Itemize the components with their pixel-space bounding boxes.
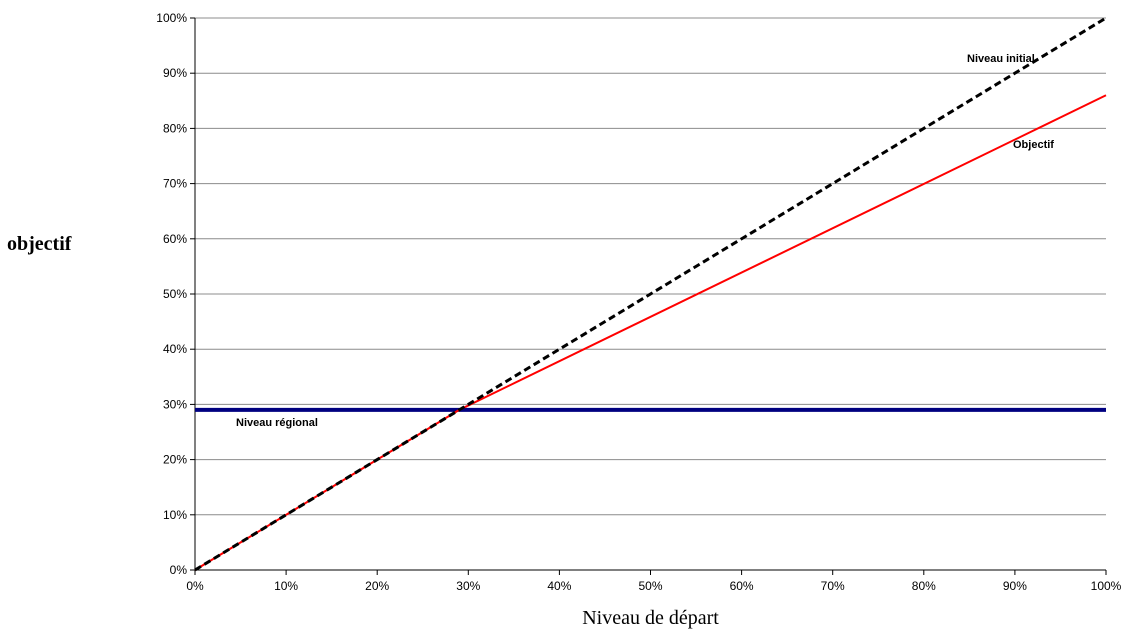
x-tick-label: 20% — [365, 579, 389, 593]
x-tick-label: 100% — [1091, 579, 1122, 593]
y-tick-label: 30% — [163, 397, 187, 411]
x-axis-title: Niveau de départ — [582, 607, 719, 629]
x-tick-label: 10% — [274, 579, 298, 593]
axes — [190, 17, 1107, 575]
y-tick-label: 40% — [163, 342, 187, 356]
y-tick-label: 60% — [163, 232, 187, 246]
series-label: Niveau régional — [236, 417, 318, 429]
y-tick-label: 90% — [163, 66, 187, 80]
x-tick-label: 0% — [186, 579, 204, 593]
y-axis-title: objectif — [7, 233, 72, 255]
series-line-objectif — [194, 94, 1107, 571]
x-tick-label: 70% — [821, 579, 845, 593]
y-tick-label: 20% — [163, 453, 187, 467]
y-tick-label: 100% — [156, 11, 187, 25]
grid-lines — [195, 17, 1106, 516]
x-tick-label: 90% — [1003, 579, 1027, 593]
x-tick-label: 60% — [730, 579, 754, 593]
x-tick-label: 30% — [456, 579, 480, 593]
series-line-niveau-initial — [194, 16, 1107, 572]
y-tick-label: 0% — [170, 563, 188, 577]
series-lines — [194, 16, 1107, 572]
tick-labels: 0% 10% 20% 30% 40% 50% 60% 70% 80% 90% 100% 0% 10% 20… — [156, 11, 1121, 593]
series-label: Niveau initial — [967, 53, 1035, 65]
x-tick-label: 50% — [638, 579, 662, 593]
y-tick-label: 80% — [163, 121, 187, 135]
x-tick-label: 40% — [547, 579, 571, 593]
x-tick-label: 80% — [912, 579, 936, 593]
y-tick-label: 50% — [163, 287, 187, 301]
y-tick-label: 70% — [163, 177, 187, 191]
series-label: Objectif — [1013, 139, 1054, 151]
series-labels: Niveau initial Objectif Niveau régional — [236, 53, 1054, 429]
y-tick-label: 10% — [163, 508, 187, 522]
